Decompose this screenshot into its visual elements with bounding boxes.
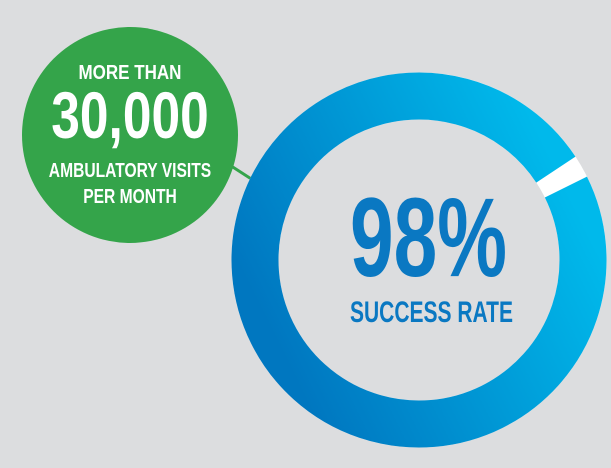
success-rate-ring — [231, 72, 607, 448]
visits-line3: PER MONTH — [83, 186, 177, 208]
visits-line2: AMBULATORY VISITS — [48, 160, 212, 182]
visits-line1: MORE THAN — [78, 62, 182, 84]
success-rate-value: 98% — [350, 175, 507, 300]
visits-number: 30,000 — [51, 78, 209, 152]
success-rate-caption: SUCCESS RATE — [350, 296, 513, 329]
visits-badge-circle — [22, 27, 238, 243]
